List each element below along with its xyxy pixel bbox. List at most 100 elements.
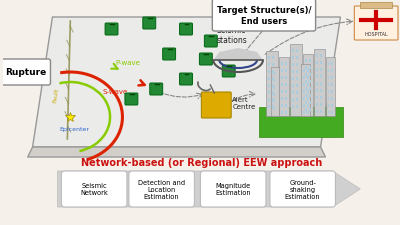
Bar (309, 101, 311, 105)
Text: Magnitude
Estimation: Magnitude Estimation (215, 183, 251, 196)
FancyBboxPatch shape (129, 171, 194, 207)
Bar (316, 90, 318, 93)
Bar (332, 91, 334, 94)
Bar (273, 101, 275, 104)
Bar (268, 99, 270, 101)
Bar (305, 94, 307, 98)
FancyBboxPatch shape (180, 24, 192, 36)
Bar (272, 71, 274, 74)
Polygon shape (32, 18, 340, 147)
FancyBboxPatch shape (212, 0, 316, 32)
Bar (307, 77, 309, 80)
Bar (332, 112, 334, 115)
Bar (305, 74, 307, 77)
Bar (290, 45, 302, 117)
Text: Epicenter: Epicenter (59, 126, 89, 131)
FancyBboxPatch shape (200, 171, 266, 207)
FancyBboxPatch shape (204, 36, 217, 48)
FancyBboxPatch shape (2, 60, 50, 86)
Bar (360, 3, 392, 9)
Bar (273, 108, 275, 110)
Bar (332, 98, 334, 101)
Bar (332, 84, 334, 87)
Bar (281, 77, 283, 80)
Bar (307, 105, 309, 108)
Bar (272, 78, 274, 81)
FancyBboxPatch shape (222, 66, 235, 78)
Bar (281, 84, 283, 87)
Bar (320, 104, 322, 106)
Bar (296, 71, 298, 74)
Bar (292, 64, 294, 67)
Bar (305, 67, 307, 70)
Bar (292, 50, 294, 53)
Bar (281, 98, 283, 101)
FancyBboxPatch shape (105, 24, 118, 36)
Bar (320, 76, 322, 79)
Bar (320, 62, 322, 65)
Bar (292, 71, 294, 74)
Bar (307, 98, 309, 101)
Bar (320, 83, 322, 86)
Bar (320, 55, 322, 58)
Bar (285, 105, 287, 108)
Bar (268, 71, 270, 74)
Bar (303, 112, 305, 115)
FancyBboxPatch shape (143, 18, 156, 30)
Text: Ground-
shaking
Estimation: Ground- shaking Estimation (285, 179, 320, 199)
Bar (328, 91, 330, 94)
Bar (309, 88, 311, 91)
Bar (314, 50, 324, 117)
FancyBboxPatch shape (125, 94, 138, 106)
Bar (281, 70, 283, 73)
Text: Detection and
Location
Estimation: Detection and Location Estimation (138, 179, 185, 199)
Bar (303, 55, 313, 117)
Bar (305, 88, 307, 91)
Bar (305, 108, 307, 112)
Bar (303, 77, 305, 80)
FancyBboxPatch shape (201, 93, 231, 119)
Bar (328, 84, 330, 87)
Bar (316, 69, 318, 72)
Text: P-wave: P-wave (115, 60, 140, 66)
Bar (281, 105, 283, 108)
Bar (272, 57, 274, 60)
Bar (292, 78, 294, 81)
Bar (296, 92, 298, 94)
Bar (320, 90, 322, 93)
Bar (272, 99, 274, 101)
Bar (292, 57, 294, 60)
Bar (292, 92, 294, 94)
Text: Target Structure(s)/
End users: Target Structure(s)/ End users (217, 6, 311, 26)
Bar (292, 106, 294, 108)
Bar (272, 106, 274, 108)
Bar (303, 84, 305, 87)
FancyBboxPatch shape (150, 84, 163, 96)
Bar (281, 112, 283, 115)
Bar (268, 57, 270, 60)
Bar (266, 52, 278, 117)
FancyBboxPatch shape (163, 49, 176, 61)
Bar (309, 67, 311, 70)
FancyBboxPatch shape (270, 171, 336, 207)
Bar (309, 108, 311, 112)
Bar (332, 77, 334, 80)
Bar (296, 85, 298, 88)
Bar (296, 106, 298, 108)
Bar (328, 112, 330, 115)
Bar (273, 87, 275, 90)
Bar (272, 64, 274, 67)
Bar (279, 58, 289, 117)
Bar (305, 101, 307, 105)
Bar (285, 91, 287, 94)
Bar (328, 77, 330, 80)
Bar (332, 105, 334, 108)
Bar (301, 65, 310, 117)
Bar (268, 106, 270, 108)
Bar (309, 60, 311, 63)
Bar (303, 70, 305, 73)
Bar (303, 98, 305, 101)
Bar (303, 91, 305, 94)
Bar (316, 110, 318, 113)
Bar (320, 110, 322, 113)
